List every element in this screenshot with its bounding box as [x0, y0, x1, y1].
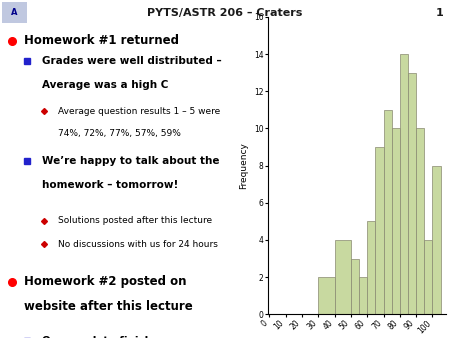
Bar: [400, 54, 408, 314]
Text: Grades were well distributed –: Grades were well distributed –: [41, 56, 221, 66]
Text: Homework #2 posted on: Homework #2 posted on: [24, 275, 187, 288]
Text: Homework #1 returned: Homework #1 returned: [24, 34, 179, 47]
Text: homework – tomorrow!: homework – tomorrow!: [41, 180, 178, 190]
Text: We’re happy to talk about the: We’re happy to talk about the: [41, 156, 219, 166]
Bar: [424, 240, 432, 314]
Bar: [432, 166, 441, 314]
Text: Average was a high C: Average was a high C: [41, 80, 168, 90]
Bar: [416, 128, 424, 314]
Bar: [351, 259, 359, 314]
Text: 1: 1: [436, 8, 443, 18]
Text: website after this lecture: website after this lecture: [24, 300, 193, 313]
Text: Average question results 1 – 5 were: Average question results 1 – 5 were: [58, 107, 220, 116]
Y-axis label: Frequency: Frequency: [239, 142, 248, 189]
Text: A: A: [11, 8, 18, 17]
Text: Solutions posted after this lecture: Solutions posted after this lecture: [58, 216, 211, 225]
Bar: [367, 221, 375, 314]
Text: No discussions with us for 24 hours: No discussions with us for 24 hours: [58, 240, 217, 249]
Text: 74%, 72%, 77%, 57%, 59%: 74%, 72%, 77%, 57%, 59%: [58, 129, 180, 138]
Bar: [359, 277, 367, 314]
Bar: [375, 147, 383, 314]
Bar: [408, 73, 416, 314]
Bar: [335, 240, 351, 314]
Bar: [383, 110, 392, 314]
Text: PYTS/ASTR 206 – Craters: PYTS/ASTR 206 – Craters: [147, 8, 303, 18]
Text: One week to finish: One week to finish: [41, 336, 152, 338]
Bar: [392, 128, 400, 314]
Bar: [318, 277, 335, 314]
FancyBboxPatch shape: [2, 2, 27, 23]
